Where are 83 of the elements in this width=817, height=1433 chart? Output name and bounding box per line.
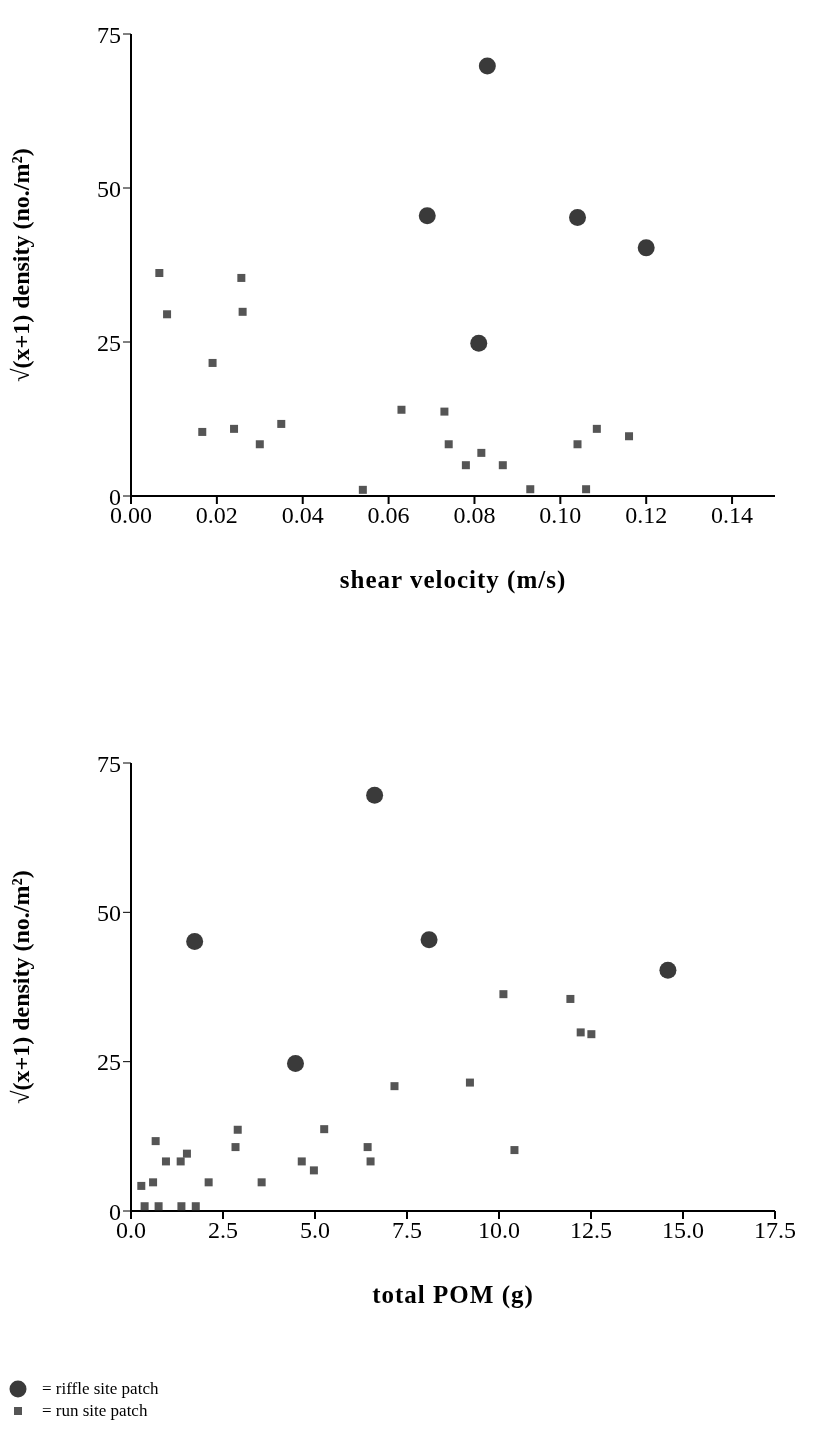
x-tick-label: 10.0 (478, 1217, 520, 1244)
point (255, 440, 264, 449)
y-tick-label: 25 (97, 329, 121, 356)
point (659, 961, 677, 979)
point (297, 1157, 306, 1166)
point (573, 440, 582, 449)
y-tick-label: 25 (97, 1049, 121, 1076)
point (149, 1178, 158, 1187)
x-tick-label: 0.04 (281, 502, 324, 529)
point (418, 207, 436, 225)
point (461, 461, 470, 470)
point (576, 1028, 585, 1037)
point (182, 1149, 191, 1158)
y-tick-label: 50 (97, 899, 121, 926)
point (287, 1054, 304, 1072)
point (309, 1166, 318, 1175)
point (198, 427, 207, 436)
x-tick-label: 2.5 (208, 1217, 238, 1244)
point (637, 239, 655, 257)
point (397, 405, 406, 414)
point (186, 933, 204, 951)
x-tick-label: 15.0 (662, 1217, 704, 1244)
point (237, 273, 246, 282)
point (320, 1125, 329, 1134)
point (470, 334, 488, 352)
point (363, 1143, 372, 1152)
point (238, 307, 247, 316)
point (277, 419, 286, 428)
point (154, 1202, 163, 1211)
legend-label: = run site patch (42, 1401, 148, 1421)
point (366, 786, 384, 804)
point (420, 931, 438, 949)
point (477, 448, 486, 457)
point (569, 209, 587, 227)
point (230, 424, 239, 433)
y-tick-label: 50 (97, 175, 121, 202)
y-tick-label: 75 (97, 750, 121, 777)
point (233, 1125, 242, 1134)
point (592, 424, 601, 433)
point (208, 358, 217, 367)
point (163, 310, 172, 319)
x-axis-title: total POM (g) (372, 1281, 534, 1309)
x-tick-label: 5.0 (300, 1217, 330, 1244)
point (137, 1181, 146, 1190)
point (161, 1157, 170, 1166)
point (177, 1202, 186, 1211)
point (444, 440, 453, 449)
y-axis-title: √(x+1) density (no./m²) (7, 870, 34, 1104)
point (465, 1078, 474, 1087)
point (582, 485, 591, 494)
legend-label: = riffle site patch (42, 1379, 159, 1399)
x-tick-label: 12.5 (570, 1217, 612, 1244)
x-tick-label: 0.14 (711, 502, 754, 529)
x-tick-label: 7.5 (392, 1217, 422, 1244)
point (625, 432, 634, 441)
point (499, 990, 508, 999)
point (510, 1146, 519, 1155)
point (526, 485, 535, 494)
y-axis-title: √(x+1) density (no./m²) (7, 148, 34, 382)
x-tick-label: 0.08 (453, 502, 496, 529)
point (498, 461, 507, 470)
point (566, 994, 575, 1003)
x-tick-label: 0.02 (195, 502, 238, 529)
x-tick-label: 17.5 (754, 1217, 796, 1244)
point (366, 1157, 375, 1166)
point (587, 1030, 596, 1039)
y-tick-label: 75 (97, 21, 121, 48)
x-axis-title: shear velocity (m/s) (339, 566, 567, 594)
x-tick-label: 0.10 (539, 502, 582, 529)
x-tick-label: 0.12 (625, 502, 668, 529)
point (358, 485, 367, 494)
point (390, 1082, 399, 1091)
point (151, 1137, 160, 1146)
point (176, 1157, 185, 1166)
point (155, 269, 164, 278)
point (140, 1202, 149, 1211)
point (204, 1178, 213, 1187)
point (478, 57, 496, 75)
point (231, 1143, 240, 1152)
x-tick-label: 0.06 (367, 502, 410, 529)
point (257, 1178, 266, 1187)
point (440, 407, 449, 416)
point (191, 1202, 200, 1211)
